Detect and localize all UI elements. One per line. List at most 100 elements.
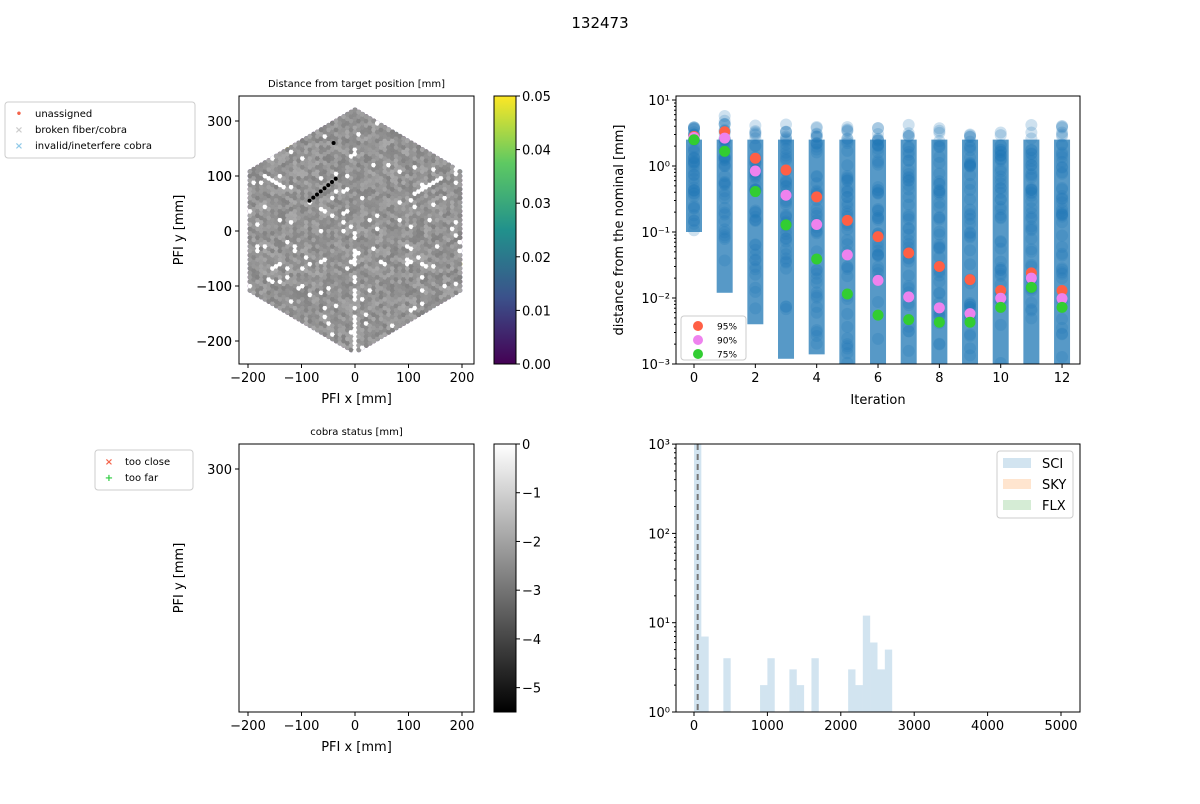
percentile-point-75 — [842, 288, 853, 299]
data-point — [933, 175, 945, 187]
data-point — [841, 308, 853, 320]
data-point — [719, 110, 731, 122]
data-point — [749, 282, 761, 294]
y-tick-label: 10¹ — [648, 94, 670, 109]
data-point — [1056, 264, 1068, 276]
data-point — [749, 302, 761, 314]
data-point — [688, 184, 700, 196]
percentile-point-95 — [781, 164, 792, 175]
panel-title: Distance from target position [mm] — [268, 79, 445, 90]
data-point — [688, 215, 700, 227]
x-axis-label: PFI x [mm] — [321, 392, 392, 407]
x-tick-label: 8 — [935, 371, 943, 386]
percentile-point-90 — [781, 190, 792, 201]
data-point — [749, 140, 761, 152]
data-point — [841, 263, 853, 275]
data-point — [995, 177, 1007, 189]
x-tick-label: 6 — [874, 371, 882, 386]
data-point — [1056, 313, 1068, 325]
data-point — [964, 184, 976, 196]
data-point — [903, 146, 915, 158]
y-axis-label: distance from the nominal [mm] — [612, 125, 627, 336]
data-point — [872, 159, 884, 171]
x-tick-label: −200 — [230, 371, 266, 386]
percentile-point-75 — [965, 317, 976, 328]
data-point — [964, 209, 976, 221]
data-point — [903, 184, 915, 196]
colorbar-tick-label: 0.01 — [522, 304, 551, 319]
legend: •unassigned×broken fiber/cobra×invalid/i… — [5, 102, 195, 158]
percentile-point-75 — [903, 314, 914, 325]
data-point — [841, 234, 853, 246]
legend-marker-icon — [693, 335, 703, 345]
x-tick-label: 12 — [1054, 371, 1071, 386]
percentile-point-95 — [934, 261, 945, 272]
percentile-point-75 — [934, 317, 945, 328]
percentile-point-95 — [750, 153, 761, 164]
legend-label: 95% — [717, 323, 737, 333]
x-tick-label: 2 — [751, 371, 759, 386]
data-point — [1025, 202, 1037, 214]
data-point — [872, 264, 884, 276]
data-point — [811, 128, 823, 140]
legend-label: unassigned — [35, 109, 92, 120]
percentile-point-75 — [811, 253, 822, 264]
colorbar-tick-label: 0.03 — [522, 197, 551, 212]
x-tick-label: 200 — [450, 371, 475, 386]
percentile-point-90 — [842, 249, 853, 260]
data-point — [903, 235, 915, 247]
data-point — [995, 235, 1007, 247]
x-tick-label: 100 — [396, 371, 421, 386]
y-axis-label: PFI y [mm] — [172, 195, 187, 266]
data-point — [964, 161, 976, 173]
y-tick-label: 10⁻¹ — [641, 226, 670, 241]
y-tick-label: 300 — [207, 115, 232, 130]
figure-title: 132473 — [571, 14, 628, 32]
data-point — [1056, 207, 1068, 219]
data-point — [688, 152, 700, 164]
cobra-points — [248, 108, 463, 355]
legend-label: broken fiber/cobra — [35, 125, 127, 136]
data-point — [1025, 172, 1037, 184]
data-point — [872, 139, 884, 151]
legend-marker-icon: × — [15, 141, 23, 152]
legend: 95%90%75% — [681, 316, 746, 361]
data-point — [1025, 127, 1037, 139]
data-point — [872, 188, 884, 200]
legend-marker-icon — [693, 349, 703, 359]
percentile-point-75 — [1026, 282, 1037, 293]
percentile-point-75 — [689, 134, 700, 145]
colorbar-tick-label: 0.00 — [522, 358, 551, 373]
data-point — [719, 160, 731, 172]
data-point — [872, 333, 884, 345]
percentile-point-75 — [1057, 302, 1068, 313]
legend-marker-icon — [693, 321, 703, 331]
colorbar-tick-label: 0.04 — [522, 144, 551, 159]
data-point — [933, 201, 945, 213]
data-point — [1025, 182, 1037, 194]
legend-label: invalid/ineterfere cobra — [35, 141, 152, 152]
data-point — [1056, 182, 1068, 194]
data-point — [933, 241, 945, 253]
percentile-point-95 — [811, 191, 822, 202]
data-point — [719, 185, 731, 197]
y-tick-label: 10⁻³ — [641, 358, 670, 373]
data-point — [1056, 156, 1068, 168]
data-point — [841, 321, 853, 333]
data-point — [995, 163, 1007, 175]
percentile-point-95 — [903, 248, 914, 259]
data-point — [811, 170, 823, 182]
data-point — [1025, 220, 1037, 232]
legend-marker-icon: × — [15, 125, 23, 136]
percentile-point-75 — [781, 219, 792, 230]
x-tick-label: 0 — [690, 371, 698, 386]
data-point — [964, 258, 976, 270]
data-point — [903, 131, 915, 143]
colorbar-bar — [494, 96, 516, 364]
data-point — [780, 248, 792, 260]
percentile-point-95 — [842, 215, 853, 226]
legend-label: 75% — [717, 351, 737, 361]
data-point — [1056, 193, 1068, 205]
